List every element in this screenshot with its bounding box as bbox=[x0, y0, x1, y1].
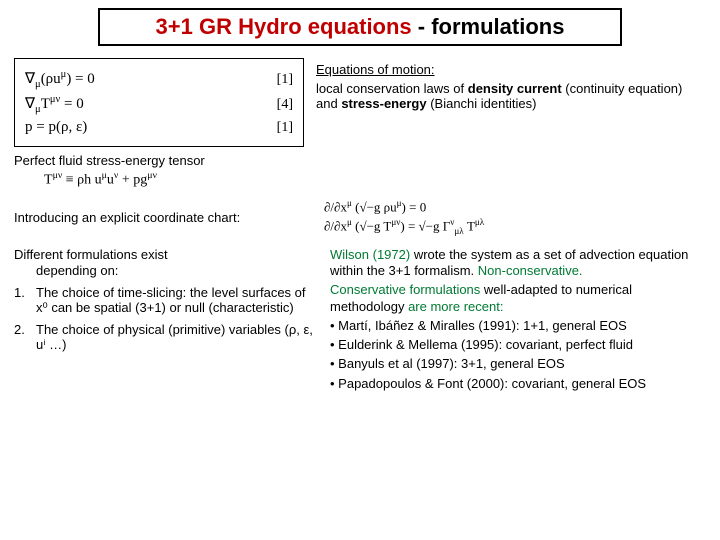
left-heading: Different formulations exist depending o… bbox=[14, 247, 314, 280]
item-1-post: can be spatial (3+1) or null (characteri… bbox=[48, 300, 294, 315]
wilson-post: Non-conservative. bbox=[478, 263, 583, 278]
item-1: 1. The choice of time-slicing: the level… bbox=[14, 285, 314, 316]
item-1-pre: The choice of time-slicing: the level su… bbox=[36, 285, 306, 300]
eom-body: local conservation laws of density curre… bbox=[316, 81, 706, 111]
eq-line-1: ∇μ(ρuμ) = 0 [1] bbox=[25, 69, 293, 90]
eom-heading: Equations of motion: bbox=[316, 62, 706, 77]
eom-bold1: density current bbox=[468, 81, 562, 96]
item-2-num: 2. bbox=[14, 322, 30, 353]
left-heading-text: Different formulations exist bbox=[14, 247, 168, 262]
coord-eq-2: ∂/∂xμ (√−g Tμν) = √−g Γνμλ Tμλ bbox=[324, 216, 706, 238]
title-em: equations bbox=[308, 14, 412, 39]
eom-body-pre: local conservation laws of bbox=[316, 81, 468, 96]
eq-2: ∇μTμν = 0 bbox=[25, 94, 84, 115]
eq-3-count: [1] bbox=[277, 120, 293, 136]
eom-text: Equations of motion: local conservation … bbox=[316, 58, 706, 115]
item-1-sym: x⁰ bbox=[36, 300, 48, 315]
eom-bold2: stress-energy bbox=[341, 96, 426, 111]
eq-2-count: [4] bbox=[277, 97, 293, 113]
coord-eq-1: ∂/∂xμ (√−g ρuμ) = 0 bbox=[324, 197, 706, 217]
slide-title: 3+1 GR Hydro equations - formulations bbox=[110, 14, 610, 40]
cons-post: are more recent: bbox=[408, 299, 503, 314]
item-2-body: The choice of physical (primitive) varia… bbox=[36, 322, 314, 353]
wilson-pre: Wilson (1972) bbox=[330, 247, 410, 262]
cons-pre: Conservative formulations bbox=[330, 282, 480, 297]
equations-box: ∇μ(ρuμ) = 0 [1] ∇μTμν = 0 [4] p = p(ρ, ε… bbox=[14, 58, 304, 147]
perfect-fluid-label: Perfect fluid stress-energy tensor bbox=[14, 153, 706, 168]
coord-intro: Introducing an explicit coordinate chart… bbox=[14, 210, 314, 225]
cons-line: Conservative formulations well-adapted t… bbox=[330, 282, 706, 315]
title-box: 3+1 GR Hydro equations - formulations bbox=[98, 8, 622, 46]
left-heading-sub: depending on: bbox=[36, 263, 118, 278]
item-1-num: 1. bbox=[14, 285, 30, 316]
coord-eqs: ∂/∂xμ (√−g ρuμ) = 0 ∂/∂xμ (√−g Tμν) = √−… bbox=[324, 197, 706, 238]
title-prefix: 3+1 GR Hydro bbox=[156, 14, 308, 39]
bullet-3: • Banyuls et al (1997): 3+1, general EOS bbox=[330, 356, 706, 372]
eq-3: p = p(ρ, ε) bbox=[25, 119, 87, 136]
eq-1: ∇μ(ρuμ) = 0 bbox=[25, 69, 95, 90]
top-row: ∇μ(ρuμ) = 0 [1] ∇μTμν = 0 [4] p = p(ρ, ε… bbox=[14, 58, 706, 147]
eq-line-3: p = p(ρ, ε) [1] bbox=[25, 119, 293, 136]
bullet-2: • Eulderink & Mellema (1995): covariant,… bbox=[330, 337, 706, 353]
eom-body-post: (Bianchi identities) bbox=[427, 96, 537, 111]
bottom-columns: Different formulations exist depending o… bbox=[14, 244, 706, 395]
item-1-body: The choice of time-slicing: the level su… bbox=[36, 285, 314, 316]
perfect-fluid-tensor: Tμν ≡ ρh uμuν + pgμν bbox=[44, 170, 706, 189]
slide: 3+1 GR Hydro equations - formulations ∇μ… bbox=[0, 0, 720, 403]
coord-row: Introducing an explicit coordinate chart… bbox=[14, 197, 706, 238]
bullet-4: • Papadopoulos & Font (2000): covariant,… bbox=[330, 376, 706, 392]
wilson-line: Wilson (1972) wrote the system as a set … bbox=[330, 247, 706, 280]
right-column: Wilson (1972) wrote the system as a set … bbox=[330, 244, 706, 395]
bullet-1: • Martí, Ibáñez & Miralles (1991): 1+1, … bbox=[330, 318, 706, 334]
title-suffix: - formulations bbox=[412, 14, 565, 39]
item-2: 2. The choice of physical (primitive) va… bbox=[14, 322, 314, 353]
eq-line-2: ∇μTμν = 0 [4] bbox=[25, 94, 293, 115]
left-column: Different formulations exist depending o… bbox=[14, 244, 314, 395]
eq-1-count: [1] bbox=[277, 72, 293, 88]
